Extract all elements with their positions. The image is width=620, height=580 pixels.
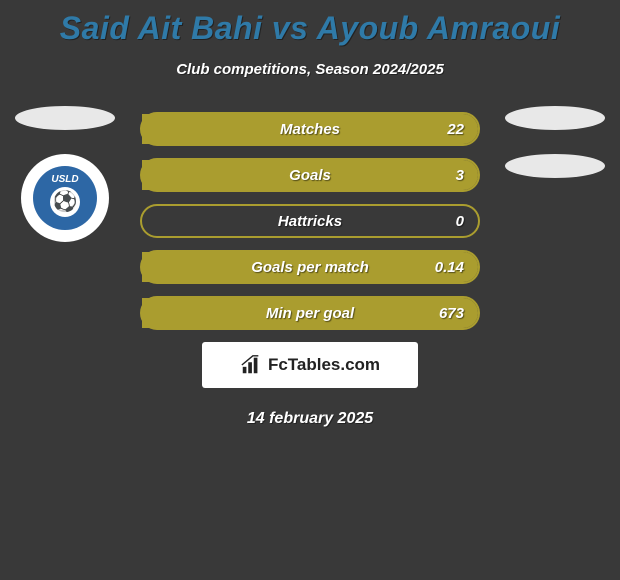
page-subtitle: Club competitions, Season 2024/2025 [0, 61, 620, 78]
bar-label: Hattricks [278, 213, 342, 230]
bar-label: Min per goal [266, 305, 354, 322]
bar-label: Matches [280, 121, 340, 138]
bar-label: Goals [289, 167, 331, 184]
left-club-avatar: USLD [21, 154, 109, 242]
stat-bar-min-per-goal: Min per goal 673 [140, 296, 480, 330]
right-player-column [500, 106, 610, 202]
fctables-attribution: FcTables.com [202, 342, 418, 388]
stat-bar-hattricks: Hattricks 0 [140, 204, 480, 238]
bar-value: 0 [456, 213, 464, 230]
stats-area: USLD Matches 22 Goals 3 Hattricks 0 Goal… [0, 112, 620, 330]
stat-bar-matches: Matches 22 [140, 112, 480, 146]
snapshot-date: 14 february 2025 [0, 410, 620, 428]
bar-label: Goals per match [251, 259, 369, 276]
bar-value: 673 [439, 305, 464, 322]
soccer-ball-icon [50, 187, 80, 217]
stat-bar-goals: Goals 3 [140, 158, 480, 192]
right-name-oval-1 [505, 106, 605, 130]
usld-logo: USLD [33, 166, 97, 230]
usld-logo-text: USLD [51, 175, 78, 185]
bar-chart-icon [240, 354, 262, 376]
stat-bars: Matches 22 Goals 3 Hattricks 0 Goals per… [140, 112, 480, 330]
bar-value: 22 [447, 121, 464, 138]
right-name-oval-2 [505, 154, 605, 178]
stat-bar-goals-per-match: Goals per match 0.14 [140, 250, 480, 284]
left-player-column: USLD [10, 106, 120, 242]
bar-value: 3 [456, 167, 464, 184]
page-title: Said Ait Bahi vs Ayoub Amraoui [0, 0, 620, 47]
left-name-oval [15, 106, 115, 130]
fctables-label: FcTables.com [268, 355, 380, 375]
bar-value: 0.14 [435, 259, 464, 276]
